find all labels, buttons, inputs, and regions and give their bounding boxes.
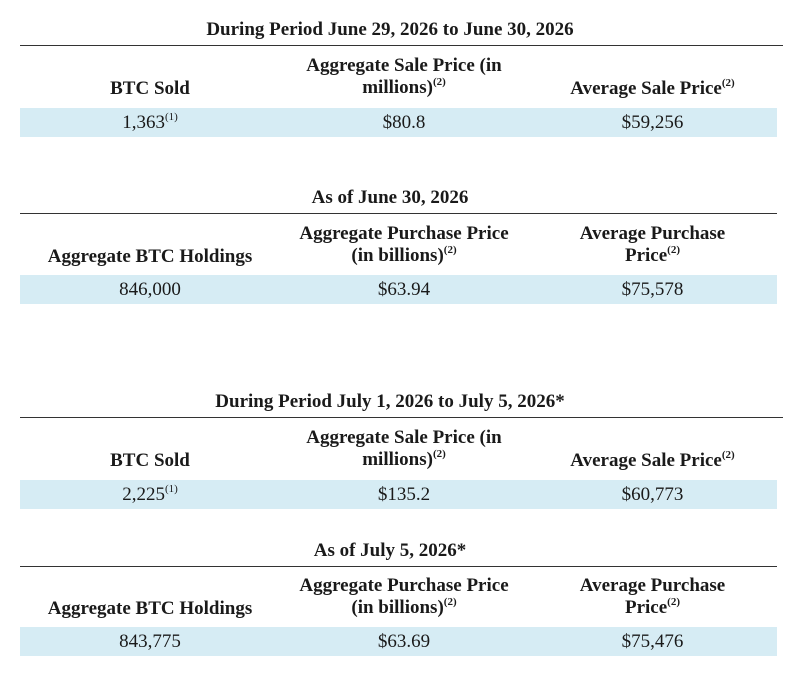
table-row (20, 627, 777, 656)
table-title: As of June 30, 2026 (311, 187, 469, 208)
header-average-sale-price: Average Sale Price(2) (570, 76, 735, 99)
cell-btc-sold: 2,225(1) (122, 482, 178, 505)
cell-average-purchase-price: $75,578 (621, 279, 684, 300)
cell-aggregate-sale-price: $135.2 (377, 484, 431, 505)
table-row (20, 480, 777, 509)
cell-aggregate-purchase-price: $63.94 (377, 279, 431, 300)
cell-aggregate-btc-holdings: 843,775 (119, 631, 181, 652)
header-average-sale-price: Average Sale Price(2) (570, 448, 735, 471)
header-aggregate-purchase-price: Aggregate Purchase Price (in billions)(2) (299, 575, 509, 618)
table-row (20, 275, 777, 304)
table-title: As of July 5, 2026* (313, 540, 467, 561)
header-btc-sold: BTC Sold (110, 78, 190, 99)
table-title: During Period June 29, 2026 to June 30, … (206, 19, 574, 40)
table-title: During Period July 1, 2026 to July 5, 20… (215, 391, 565, 412)
header-btc-sold: BTC Sold (110, 450, 190, 471)
title-rule (20, 566, 777, 567)
rule-tick (764, 45, 783, 46)
header-aggregate-btc-holdings: Aggregate BTC Holdings (47, 246, 253, 267)
rule-tick (764, 417, 783, 418)
header-aggregate-sale-price: Aggregate Sale Price (in millions)(2) (306, 55, 502, 98)
cell-btc-sold: 1,363(1) (122, 110, 178, 133)
cell-average-sale-price: $59,256 (621, 112, 684, 133)
title-rule (20, 417, 777, 418)
header-aggregate-btc-holdings: Aggregate BTC Holdings (47, 598, 253, 619)
cell-average-sale-price: $60,773 (621, 484, 684, 505)
cell-average-purchase-price: $75,476 (621, 631, 684, 652)
title-rule (20, 213, 777, 214)
header-average-purchase-price: Average Purchase Price(2) (579, 575, 726, 618)
header-aggregate-sale-price: Aggregate Sale Price (in millions)(2) (306, 427, 502, 470)
title-rule (20, 45, 777, 46)
cell-aggregate-btc-holdings: 846,000 (119, 279, 181, 300)
table-row (20, 108, 777, 137)
cell-aggregate-purchase-price: $63.69 (377, 631, 431, 652)
cell-aggregate-sale-price: $80.8 (382, 112, 426, 133)
header-aggregate-purchase-price: Aggregate Purchase Price (in billions)(2) (299, 223, 509, 266)
header-average-purchase-price: Average Purchase Price(2) (579, 223, 726, 266)
